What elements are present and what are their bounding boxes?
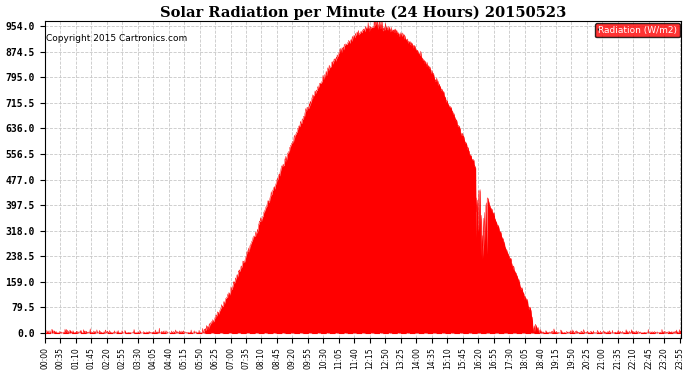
Text: Copyright 2015 Cartronics.com: Copyright 2015 Cartronics.com: [46, 34, 187, 43]
Legend: Radiation (W/m2): Radiation (W/m2): [595, 23, 680, 38]
Title: Solar Radiation per Minute (24 Hours) 20150523: Solar Radiation per Minute (24 Hours) 20…: [160, 6, 566, 20]
